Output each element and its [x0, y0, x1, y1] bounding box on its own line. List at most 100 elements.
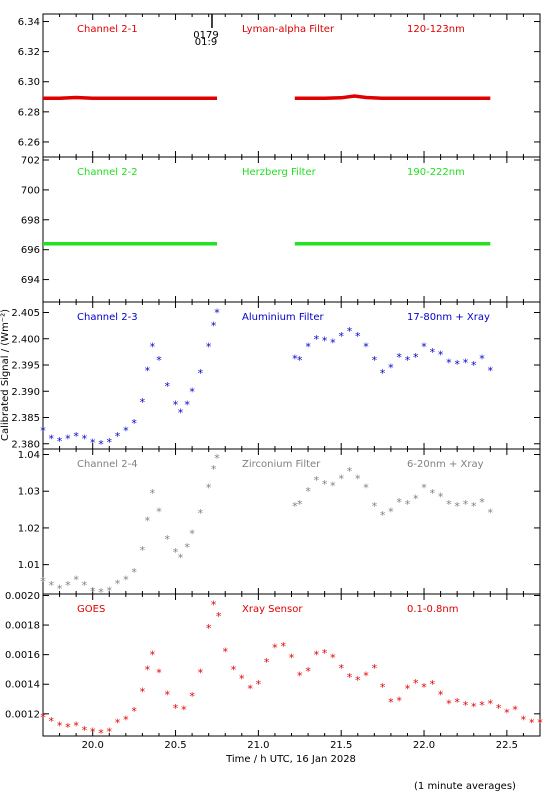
panel-4-data-point: * — [488, 507, 494, 520]
panel-3-data-point: * — [430, 346, 436, 359]
panel-1-event-marker-label-bottom: 01:9 — [195, 37, 217, 48]
panel-5-data-point: * — [297, 669, 303, 682]
panel-3-data-point: * — [297, 354, 303, 367]
panel-5-data-point: * — [380, 681, 386, 694]
panel-3-data-point: * — [471, 359, 477, 372]
panel-4-data-point: * — [189, 527, 195, 540]
panel-1-ytick-label: 6.28 — [18, 107, 40, 118]
panel-3-ytick-label: 2.405 — [11, 308, 40, 319]
panel-4-data-point: * — [355, 472, 361, 485]
panel-3-channel-label: Channel 2-3 — [77, 312, 138, 323]
panel-5-data-point: * — [73, 720, 79, 733]
panel-5-data-point: * — [363, 669, 369, 682]
y-axis-title: Calibrated Signal / (Wm⁻²) — [0, 309, 11, 441]
x-tick-label: 21.5 — [330, 740, 352, 751]
panel-4-data-point: * — [446, 498, 452, 511]
panel-3-data-point: * — [413, 351, 419, 364]
panel-5-data-point: * — [264, 656, 270, 669]
panel-5-data-point: * — [305, 665, 311, 678]
panel-4-data-point: * — [73, 573, 79, 586]
panel-3-data-point: * — [438, 349, 444, 362]
x-tick-label: 21.0 — [247, 740, 269, 751]
panel-5-data-point: * — [446, 697, 452, 710]
panel-4-data-point: * — [98, 586, 104, 599]
panel-4-data-point: * — [430, 487, 436, 500]
panel-5-data-point: * — [131, 705, 137, 718]
panel-3-data-point: * — [372, 354, 378, 367]
panel-1-ytick-label: 6.32 — [18, 47, 40, 58]
panel-5-data-point: * — [165, 689, 171, 702]
panel-3-ytick-label: 2.385 — [11, 413, 40, 424]
panel-5-data-point: * — [206, 622, 212, 635]
panel-4-data-point: * — [438, 491, 444, 504]
panel-3-data-point: * — [206, 341, 212, 354]
panel-3-data-point: * — [355, 330, 361, 343]
panel-5-data-point: * — [338, 662, 344, 675]
panel-1-event-marker-label-top: 0179 — [193, 30, 218, 41]
panel-4-frame — [42, 448, 541, 595]
panel-5-data-point: * — [355, 674, 361, 687]
panel-4-data-point: * — [198, 507, 204, 520]
panel-3-data-point: * — [65, 433, 71, 446]
panel-5-data-point: * — [496, 702, 502, 715]
panel-1-band-label: 120-123nm — [407, 24, 465, 35]
panel-3-data-point: * — [305, 341, 311, 354]
panel-3-data-point: * — [396, 351, 402, 364]
panel-4-ytick-label: 1.03 — [18, 487, 40, 498]
panel-5-data-point: * — [529, 717, 535, 730]
panel-4-data-point: * — [471, 500, 477, 513]
panel-4-data-point: * — [292, 500, 298, 513]
panel-4-data-point: * — [380, 509, 386, 522]
panel-5-data-point: * — [98, 727, 104, 740]
panel-2-band-label: 190-222nm — [407, 167, 465, 178]
panel-3-data-point: * — [488, 364, 494, 377]
panel-5-data-point: * — [413, 677, 419, 690]
panel-2-ytick-label: 694 — [21, 275, 40, 286]
panel-3-data-point: * — [405, 354, 411, 367]
panel-5-data-point: * — [330, 652, 336, 665]
panel-5-data-point: * — [438, 689, 444, 702]
panel-4-data-point: * — [123, 573, 129, 586]
panel-3-data-point: * — [184, 398, 190, 411]
panel-5-ytick-label: 0.0018 — [5, 621, 40, 632]
panel-5-data-point: * — [256, 678, 262, 691]
x-tick-label: 20.5 — [164, 740, 186, 751]
panel-5-data-point: * — [430, 678, 436, 691]
panel-3-data-point: * — [363, 341, 369, 354]
panel-3-data-point: * — [90, 437, 96, 450]
panel-5-ytick-label: 0.0020 — [5, 591, 40, 602]
panel-5-data-point: * — [150, 649, 156, 662]
panel-3-data-point: * — [107, 436, 113, 449]
panel-5-data-point: * — [156, 666, 162, 679]
panel-5-data-point: * — [198, 666, 204, 679]
panel-5-data-point: * — [40, 711, 46, 724]
panel-5-data-point: * — [454, 696, 460, 709]
panel-5-data-point: * — [388, 696, 394, 709]
panel-5-channel-label: GOES — [77, 604, 105, 615]
panel-4-data-point: * — [396, 496, 402, 509]
panel-5-data-point: * — [512, 703, 518, 716]
panel-5-data-point: * — [211, 598, 217, 611]
x-tick-label: 22.0 — [413, 740, 435, 751]
panel-5-data-point: * — [239, 672, 245, 685]
panel-4-data-point: * — [140, 544, 146, 557]
panel-3-data-point: * — [214, 307, 220, 320]
panel-3-data-point: * — [198, 367, 204, 380]
panel-1-filter-label: Lyman-alpha Filter — [242, 24, 335, 35]
panel-3-data-point: * — [123, 425, 129, 438]
panel-4-data-point: * — [82, 579, 88, 592]
panel-3-data-point: * — [150, 341, 156, 354]
panel-4-data-point: * — [145, 515, 151, 528]
panel-4-channel-label: Channel 2-4 — [77, 459, 138, 470]
panel-4-band-label: 6-20nm + Xray — [407, 459, 484, 470]
panel-5-data-point: * — [314, 649, 320, 662]
panel-5-data-point: * — [140, 686, 146, 699]
panel-3-data-point: * — [57, 435, 63, 448]
panel-5-data-point: * — [347, 671, 353, 684]
panel-5-ytick-label: 0.0016 — [5, 650, 40, 661]
panel-3-data-point: * — [338, 330, 344, 343]
panel-4-data-point: * — [165, 533, 171, 546]
panel-4-data-point: * — [173, 546, 179, 559]
panel-4-data-point: * — [131, 566, 137, 579]
